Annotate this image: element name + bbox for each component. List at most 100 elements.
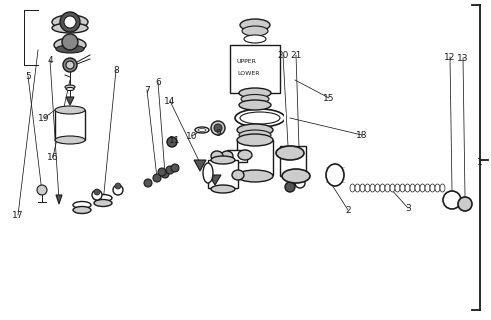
Ellipse shape [425,184,430,192]
Bar [208,160,238,188]
Bar [227,150,247,162]
Text: 9: 9 [215,129,221,138]
Circle shape [92,190,102,200]
Circle shape [285,182,295,192]
Bar [280,146,306,176]
Polygon shape [209,175,221,185]
Text: 19: 19 [38,114,50,123]
Circle shape [211,121,225,135]
Ellipse shape [395,184,400,192]
Text: 6: 6 [155,77,161,86]
Circle shape [447,195,457,205]
Ellipse shape [94,199,112,206]
Circle shape [443,191,461,209]
Ellipse shape [232,170,244,180]
Circle shape [62,34,78,50]
Text: 10: 10 [186,132,198,140]
Text: 11: 11 [169,135,181,145]
Ellipse shape [415,184,420,192]
Bar [55,110,85,140]
Polygon shape [194,160,206,171]
Circle shape [461,200,469,208]
Polygon shape [56,195,62,204]
Circle shape [64,16,76,28]
Ellipse shape [198,129,206,132]
Circle shape [115,183,121,189]
Ellipse shape [282,169,310,183]
Ellipse shape [55,106,85,114]
Text: 8: 8 [113,66,119,75]
Text: 18: 18 [356,131,368,140]
Text: 1: 1 [477,157,483,166]
Ellipse shape [390,184,395,192]
Ellipse shape [52,23,88,33]
Ellipse shape [203,163,213,183]
Ellipse shape [56,45,84,53]
Ellipse shape [237,124,273,136]
Text: 2: 2 [345,205,351,214]
Circle shape [295,178,305,188]
Circle shape [214,124,222,132]
Ellipse shape [435,184,440,192]
Ellipse shape [375,184,380,192]
Ellipse shape [237,134,273,146]
Ellipse shape [440,184,445,192]
Text: 17: 17 [12,211,24,220]
Bar [230,45,280,93]
Ellipse shape [238,150,252,160]
Ellipse shape [380,184,385,192]
Ellipse shape [276,146,304,160]
Circle shape [158,168,166,176]
Text: 15: 15 [323,93,335,102]
Circle shape [63,58,77,72]
Circle shape [161,170,169,178]
Text: UPPER: UPPER [237,59,257,64]
Text: 16: 16 [47,153,59,162]
Ellipse shape [237,170,273,182]
Text: 14: 14 [164,97,176,106]
Ellipse shape [326,164,344,186]
Ellipse shape [239,130,271,140]
Ellipse shape [221,151,233,161]
Text: 7: 7 [144,85,150,94]
Ellipse shape [73,202,91,209]
Circle shape [37,185,47,195]
Ellipse shape [360,184,365,192]
Circle shape [458,197,472,211]
Text: 13: 13 [457,53,469,62]
Text: 4: 4 [47,55,53,65]
Ellipse shape [365,184,370,192]
Ellipse shape [52,15,88,29]
Ellipse shape [65,85,75,89]
Ellipse shape [385,184,390,192]
Text: 3: 3 [405,204,411,212]
Ellipse shape [241,94,269,103]
Ellipse shape [54,38,86,52]
Ellipse shape [94,195,112,202]
Text: LOWER: LOWER [237,71,260,76]
Ellipse shape [410,184,415,192]
Ellipse shape [400,184,405,192]
Ellipse shape [55,136,85,144]
Ellipse shape [370,184,375,192]
Text: 12: 12 [444,52,456,61]
Circle shape [113,185,123,195]
Circle shape [94,189,100,195]
Ellipse shape [211,156,235,164]
Ellipse shape [240,19,270,31]
Ellipse shape [240,112,280,124]
Text: 5: 5 [25,71,31,81]
Circle shape [153,174,161,182]
Circle shape [144,179,152,187]
Circle shape [167,137,177,147]
Ellipse shape [235,109,285,127]
Ellipse shape [239,88,271,98]
Ellipse shape [211,151,223,161]
Circle shape [66,61,74,69]
Ellipse shape [211,185,235,193]
Ellipse shape [195,127,209,133]
Circle shape [171,164,179,172]
Ellipse shape [66,87,74,91]
Circle shape [60,12,80,32]
Ellipse shape [244,35,266,43]
